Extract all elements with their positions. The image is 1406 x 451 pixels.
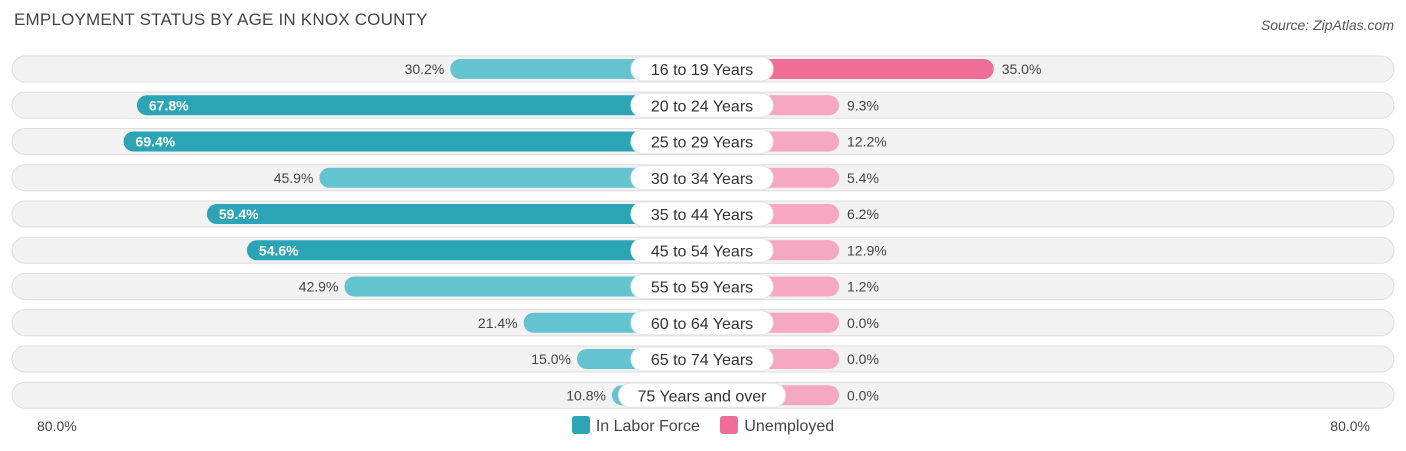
labor-force-bar — [246, 240, 702, 261]
category-label: 30 to 34 Years — [651, 171, 753, 188]
category-pill — [630, 201, 774, 227]
category-pill — [630, 56, 774, 82]
category-pill — [630, 92, 774, 118]
category-label: 16 to 19 Years — [651, 62, 753, 79]
chart-title: EMPLOYMENT STATUS BY AGE IN KNOX COUNTY — [14, 10, 428, 29]
labor-force-bar — [319, 167, 702, 188]
category-pill — [630, 346, 774, 372]
unemployed-value-label: 9.3% — [847, 97, 879, 113]
category-label: 65 to 74 Years — [651, 352, 753, 369]
labor-force-value-label: 42.9% — [299, 279, 339, 295]
category-label: 25 to 29 Years — [651, 135, 753, 152]
unemployed-value-label: 1.2% — [847, 279, 879, 295]
category-pill — [630, 274, 774, 299]
axis-left-label: 80.0% — [37, 418, 77, 434]
labor-force-bar — [136, 95, 703, 116]
legend: In Labor Force Unemployed — [0, 416, 1406, 436]
unemployed-value-label: 12.2% — [847, 134, 887, 150]
labor-force-value-label: 67.8% — [149, 97, 189, 113]
legend-swatch-labor-force — [571, 416, 590, 434]
labor-force-value-label: 10.8% — [566, 387, 606, 403]
category-label: 55 to 59 Years — [651, 280, 753, 297]
source-label: Source: ZipAtlas.com — [1260, 17, 1394, 33]
legend-item-labor-force[interactable]: In Labor Force — [571, 416, 700, 436]
unemployed-value-label: 12.9% — [847, 242, 887, 258]
labor-force-value-label: 59.4% — [219, 206, 259, 222]
category-pill — [630, 165, 774, 191]
labor-force-bar — [344, 276, 702, 297]
unemployed-value-label: 6.2% — [847, 206, 879, 222]
category-pill — [630, 129, 774, 154]
labor-force-value-label: 15.0% — [531, 351, 571, 367]
axis-right-label: 80.0% — [1330, 418, 1370, 434]
labor-force-value-label: 45.9% — [274, 170, 314, 186]
legend-item-unemployed[interactable]: Unemployed — [720, 416, 834, 436]
unemployed-value-label: 35.0% — [1002, 61, 1042, 77]
unemployed-value-label: 0.0% — [847, 387, 879, 403]
unemployed-value-label: 5.4% — [847, 170, 879, 186]
labor-force-bar — [206, 204, 702, 224]
legend-label-labor-force: In Labor Force — [595, 418, 700, 435]
category-pill — [630, 237, 774, 263]
unemployed-value-label: 0.0% — [847, 351, 879, 367]
labor-force-value-label: 69.4% — [136, 134, 176, 150]
labor-force-value-label: 30.2% — [405, 61, 445, 77]
legend-swatch-unemployed — [720, 416, 739, 434]
category-pill — [617, 382, 787, 408]
category-label: 20 to 24 Years — [651, 98, 753, 115]
labor-force-bar — [123, 131, 702, 152]
category-label: 35 to 44 Years — [651, 207, 753, 224]
category-pill — [630, 310, 774, 336]
category-label: 45 to 54 Years — [651, 243, 753, 260]
category-label: 75 Years and over — [638, 388, 768, 405]
labor-force-value-label: 21.4% — [478, 315, 518, 331]
category-label: 60 to 64 Years — [651, 316, 753, 333]
unemployed-value-label: 0.0% — [847, 315, 879, 331]
labor-force-value-label: 54.6% — [259, 242, 299, 258]
legend-label-unemployed: Unemployed — [744, 418, 835, 435]
